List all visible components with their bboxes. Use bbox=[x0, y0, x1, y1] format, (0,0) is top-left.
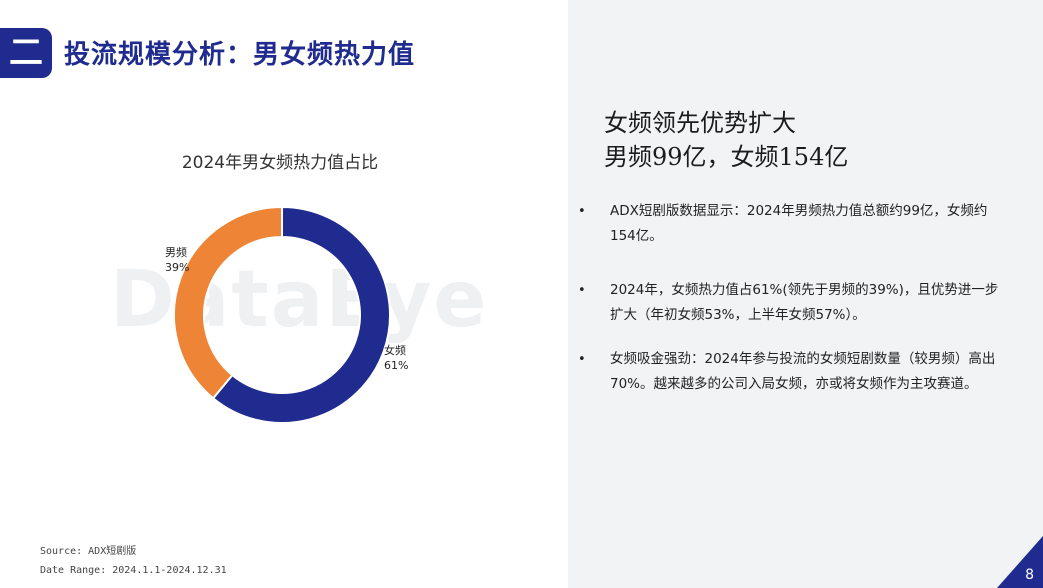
slice-name-female: 女频 bbox=[384, 344, 406, 357]
insight-panel bbox=[568, 0, 1043, 588]
chart-title: 2024年男女频热力值占比 bbox=[181, 153, 379, 173]
slice-value-male: 39% bbox=[165, 261, 190, 274]
slice-label-female: 女频 61% bbox=[384, 343, 408, 373]
slice-name-male: 男频 bbox=[165, 246, 187, 259]
slice-male bbox=[173, 205, 283, 400]
page-title: 投流规模分析：男女频热力值 bbox=[64, 40, 416, 70]
page-number: 8 bbox=[1025, 567, 1034, 583]
donut-chart bbox=[173, 205, 391, 424]
bullet-item: • 2024年，女频热力值占61%(领先于男频的39%)，且优势进一步扩大（年初… bbox=[578, 278, 1018, 328]
bullet-text: 女频吸金强劲：2024年参与投流的女频短剧数量（较男频）高出70%。越来越多的公… bbox=[610, 351, 996, 392]
slice-female bbox=[211, 205, 391, 424]
bullet-item: • ADX短剧版数据显示：2024年男频热力值总额约99亿，女频约154亿。 bbox=[578, 199, 1018, 249]
bullet-text: ADX短剧版数据显示：2024年男频热力值总额约99亿，女频约154亿。 bbox=[610, 203, 988, 244]
slice-label-male: 男频 39% bbox=[165, 245, 189, 275]
insight-headline: 女频领先优势扩大 男频99亿，女频154亿 bbox=[604, 106, 848, 174]
bullet-marker: • bbox=[578, 204, 586, 219]
bullet-marker: • bbox=[578, 352, 586, 367]
footer-date-range: Date Range: 2024.1.1-2024.12.31 bbox=[40, 565, 227, 576]
bullet-text: 2024年，女频热力值占61%(领先于男频的39%)，且优势进一步扩大（年初女频… bbox=[610, 282, 999, 323]
section-badge: 二 bbox=[0, 28, 52, 78]
headline-line-1: 女频领先优势扩大 bbox=[604, 109, 796, 137]
headline-line-2: 男频99亿，女频154亿 bbox=[604, 143, 849, 171]
slice-value-female: 61% bbox=[384, 359, 409, 372]
bullet-item: • 女频吸金强劲：2024年参与投流的女频短剧数量（较男频）高出70%。越来越多… bbox=[578, 347, 1018, 397]
footer-source: Source: ADX短剧版 bbox=[40, 546, 137, 557]
bullet-marker: • bbox=[578, 283, 586, 298]
